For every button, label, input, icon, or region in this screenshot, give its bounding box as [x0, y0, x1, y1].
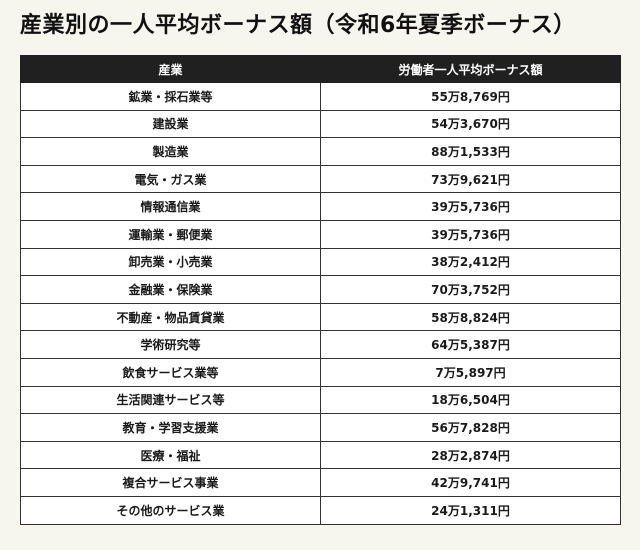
table-row: 学術研究等 64万5,387円	[20, 330, 621, 359]
industry-cell: 複合サービス事業	[20, 468, 321, 497]
table-row: 不動産・物品賃貸業 58万8,824円	[20, 302, 621, 332]
bonus-table-container: 産業 労働者一人平均ボーナス額 鉱業・採石業等 55万8,769円 建設業 54…	[20, 55, 621, 525]
industry-cell: 卸売業・小売業	[20, 247, 321, 277]
amount-cell: 64万5,387円	[320, 330, 621, 359]
amount-cell: 28万2,874円	[320, 440, 621, 470]
table-row: 飲食サービス業等 7万5,897円	[20, 357, 621, 387]
table-row: 製造業 88万1,533円	[20, 137, 621, 166]
amount-cell: 56万7,828円	[320, 413, 621, 442]
table-row: 建設業 54万3,670円	[20, 109, 621, 139]
industry-cell: 生活関連サービス等	[20, 385, 321, 415]
amount-cell: 58万8,824円	[320, 302, 621, 332]
industry-cell: 情報通信業	[20, 192, 321, 221]
industry-cell: 建設業	[20, 109, 321, 139]
header-industry: 産業	[20, 55, 321, 83]
industry-cell: 鉱業・採石業等	[20, 82, 321, 111]
industry-cell: 医療・福祉	[20, 440, 321, 470]
table-row: その他のサービス業 24万1,311円	[20, 495, 621, 525]
amount-cell: 73万9,621円	[320, 164, 621, 194]
industry-cell: 電気・ガス業	[20, 164, 321, 194]
industry-cell: その他のサービス業	[20, 495, 321, 525]
amount-cell: 54万3,670円	[320, 109, 621, 139]
amount-cell: 88万1,533円	[320, 137, 621, 166]
industry-cell: 教育・学習支援業	[20, 413, 321, 442]
bonus-table: 産業 労働者一人平均ボーナス額 鉱業・採石業等 55万8,769円 建設業 54…	[20, 55, 621, 525]
industry-cell: 運輸業・郵便業	[20, 219, 321, 249]
table-row: 複合サービス事業 42万9,741円	[20, 468, 621, 497]
table-row: 教育・学習支援業 56万7,828円	[20, 413, 621, 442]
amount-cell: 55万8,769円	[320, 82, 621, 111]
amount-cell: 42万9,741円	[320, 468, 621, 497]
table-row: 医療・福祉 28万2,874円	[20, 440, 621, 470]
industry-cell: 学術研究等	[20, 330, 321, 359]
amount-cell: 18万6,504円	[320, 385, 621, 415]
amount-cell: 39万5,736円	[320, 219, 621, 249]
amount-cell: 70万3,752円	[320, 275, 621, 304]
table-row: 鉱業・採石業等 55万8,769円	[20, 82, 621, 111]
table-body: 鉱業・採石業等 55万8,769円 建設業 54万3,670円 製造業 88万1…	[20, 82, 621, 525]
header-bonus-amount: 労働者一人平均ボーナス額	[320, 55, 621, 83]
industry-cell: 金融業・保険業	[20, 275, 321, 304]
amount-cell: 38万2,412円	[320, 247, 621, 277]
page-title: 産業別の一人平均ボーナス額（令和6年夏季ボーナス）	[20, 13, 576, 38]
amount-cell: 7万5,897円	[320, 357, 621, 387]
table-row: 金融業・保険業 70万3,752円	[20, 275, 621, 304]
table-header-row: 産業 労働者一人平均ボーナス額	[20, 55, 621, 83]
table-row: 運輸業・郵便業 39万5,736円	[20, 219, 621, 249]
table-row: 情報通信業 39万5,736円	[20, 192, 621, 221]
table-row: 電気・ガス業 73万9,621円	[20, 164, 621, 194]
industry-cell: 飲食サービス業等	[20, 357, 321, 387]
amount-cell: 24万1,311円	[320, 495, 621, 525]
table-row: 卸売業・小売業 38万2,412円	[20, 247, 621, 277]
amount-cell: 39万5,736円	[320, 192, 621, 221]
table-row: 生活関連サービス等 18万6,504円	[20, 385, 621, 415]
industry-cell: 製造業	[20, 137, 321, 166]
industry-cell: 不動産・物品賃貸業	[20, 302, 321, 332]
